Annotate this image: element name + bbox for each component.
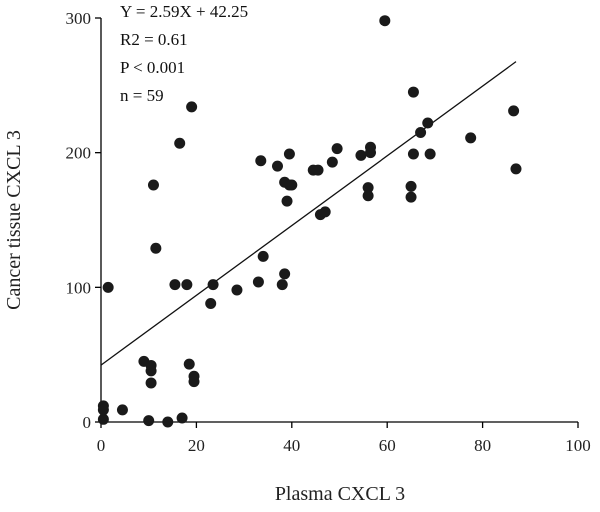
data-point [205, 297, 217, 309]
data-point [143, 415, 155, 427]
x-tick-label: 40 [283, 436, 300, 455]
p-value-annotation: P < 0.001 [120, 58, 185, 77]
regression-annotations: Y = 2.59X + 42.25 R2 = 0.61 P < 0.001 n … [120, 2, 248, 105]
data-point [365, 141, 377, 153]
data-point [362, 190, 374, 202]
equation-annotation: Y = 2.59X + 42.25 [120, 2, 248, 21]
data-point [162, 416, 174, 428]
data-point [279, 268, 291, 280]
data-point [326, 156, 338, 168]
x-tick-label: 20 [188, 436, 205, 455]
data-point [97, 413, 109, 425]
data-point [319, 206, 331, 218]
data-point [271, 160, 283, 172]
data-point [116, 404, 128, 416]
data-point [145, 365, 157, 377]
y-axis: 0 100 200 300 [66, 9, 102, 432]
data-point [415, 126, 427, 138]
data-point [405, 191, 417, 203]
data-point [145, 377, 157, 389]
data-points [97, 15, 522, 428]
x-tick-label: 60 [379, 436, 396, 455]
y-tick-label: 200 [66, 144, 92, 163]
data-point [174, 137, 186, 149]
data-point [355, 149, 367, 161]
data-point [176, 412, 188, 424]
data-point [407, 86, 419, 98]
data-point [286, 179, 298, 191]
data-point [424, 148, 436, 160]
data-point [465, 132, 477, 144]
y-tick-label: 0 [83, 413, 92, 432]
data-point [379, 15, 391, 27]
y-tick-label: 300 [66, 9, 92, 28]
data-point [407, 148, 419, 160]
data-point [147, 179, 159, 191]
x-tick-label: 0 [97, 436, 106, 455]
data-point [510, 163, 522, 175]
x-tick-label: 100 [565, 436, 591, 455]
x-axis: 0 20 40 60 80 100 [97, 421, 591, 455]
data-point [362, 182, 374, 194]
data-point [97, 404, 109, 416]
data-point [331, 143, 343, 155]
data-point [169, 279, 181, 291]
x-axis-title: Plasma CXCL 3 [275, 483, 405, 505]
data-point [255, 155, 267, 167]
data-point [231, 284, 243, 296]
data-point [252, 276, 264, 288]
data-point [508, 105, 520, 117]
data-point [422, 117, 434, 129]
data-point [186, 101, 198, 113]
regression-line [100, 61, 517, 366]
data-point [207, 279, 219, 291]
data-point [281, 195, 293, 207]
data-point [188, 376, 200, 388]
data-point [405, 180, 417, 192]
y-axis-title: Cancer tissue CXCL 3 [3, 130, 25, 310]
x-tick-label: 80 [474, 436, 491, 455]
data-point [257, 250, 269, 262]
data-point [150, 242, 162, 254]
data-point [312, 164, 324, 176]
y-ticks: 0 100 200 300 [66, 9, 101, 432]
x-ticks: 0 20 40 60 80 100 [97, 422, 591, 455]
r2-annotation: R2 = 0.61 [120, 30, 188, 49]
sample-size-annotation: n = 59 [120, 86, 164, 105]
data-point [276, 279, 288, 291]
y-tick-label: 100 [66, 278, 92, 297]
data-point [283, 148, 295, 160]
data-point [102, 281, 114, 293]
data-point [181, 279, 193, 291]
data-point [183, 358, 195, 370]
